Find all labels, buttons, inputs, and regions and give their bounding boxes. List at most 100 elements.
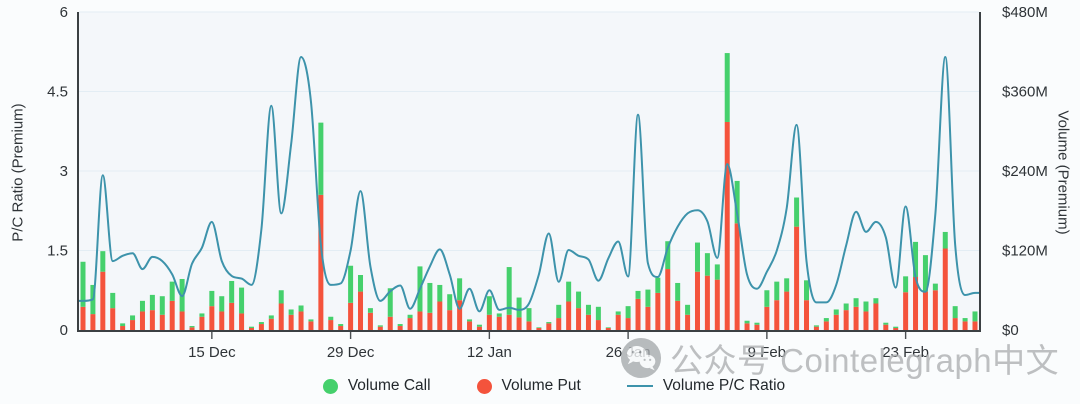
bar-volume-call[interactable] xyxy=(615,311,621,315)
bar-volume-put[interactable] xyxy=(913,277,919,330)
bar-volume-put[interactable] xyxy=(833,314,839,330)
bar-volume-put[interactable] xyxy=(774,300,780,330)
bar-volume-call[interactable] xyxy=(348,265,354,303)
bar-volume-put[interactable] xyxy=(328,320,334,330)
bar-volume-put[interactable] xyxy=(139,311,145,330)
bar-volume-put[interactable] xyxy=(694,271,700,330)
bar-volume-put[interactable] xyxy=(962,321,968,330)
bar-volume-call[interactable] xyxy=(407,314,413,319)
bar-volume-call[interactable] xyxy=(367,308,373,313)
bar-volume-put[interactable] xyxy=(367,312,373,330)
bar-volume-call[interactable] xyxy=(774,281,780,301)
bar-volume-call[interactable] xyxy=(447,294,453,311)
bar-volume-call[interactable] xyxy=(556,304,562,319)
bar-volume-call[interactable] xyxy=(823,318,829,322)
bar-volume-put[interactable] xyxy=(665,269,671,330)
bar-volume-call[interactable] xyxy=(318,122,324,195)
bar-volume-call[interactable] xyxy=(457,278,463,301)
bar-volume-put[interactable] xyxy=(486,314,492,330)
bar-volume-put[interactable] xyxy=(566,301,572,330)
bar-volume-put[interactable] xyxy=(625,318,631,330)
bar-volume-call[interactable] xyxy=(268,315,274,319)
bar-volume-call[interactable] xyxy=(605,327,611,329)
bar-volume-call[interactable] xyxy=(754,322,760,325)
bar-volume-call[interactable] xyxy=(298,305,304,312)
bar-volume-call[interactable] xyxy=(546,322,552,324)
bar-volume-put[interactable] xyxy=(843,310,849,330)
bar-volume-call[interactable] xyxy=(258,322,264,325)
bar-volume-put[interactable] xyxy=(209,306,215,330)
bar-volume-call[interactable] xyxy=(169,281,175,301)
bar-volume-put[interactable] xyxy=(576,308,582,330)
bar-volume-call[interactable] xyxy=(883,322,889,325)
bar-volume-put[interactable] xyxy=(318,194,324,330)
bar-volume-call[interactable] xyxy=(437,284,443,302)
bar-volume-call[interactable] xyxy=(387,288,393,317)
bar-volume-call[interactable] xyxy=(120,323,126,327)
bar-volume-put[interactable] xyxy=(457,300,463,330)
bar-volume-call[interactable] xyxy=(486,296,492,315)
bar-volume-call[interactable] xyxy=(813,325,819,327)
bar-volume-call[interactable] xyxy=(526,308,532,322)
bar-volume-call[interactable] xyxy=(942,231,948,249)
bar-volume-put[interactable] xyxy=(804,300,810,330)
bar-volume-call[interactable] xyxy=(358,275,364,292)
bar-volume-put[interactable] xyxy=(536,328,542,330)
bar-volume-put[interactable] xyxy=(922,291,928,330)
bar-volume-call[interactable] xyxy=(913,241,919,277)
bar-volume-call[interactable] xyxy=(427,282,433,313)
bar-volume-put[interactable] xyxy=(288,314,294,330)
legend-item-volume-call[interactable]: Volume Call xyxy=(322,377,431,395)
bar-volume-put[interactable] xyxy=(942,248,948,330)
bar-volume-call[interactable] xyxy=(239,287,245,314)
bar-volume-put[interactable] xyxy=(110,308,116,330)
bar-volume-call[interactable] xyxy=(645,289,651,307)
bar-volume-put[interactable] xyxy=(704,275,710,330)
bar-volume-put[interactable] xyxy=(853,306,859,330)
bar-volume-call[interactable] xyxy=(496,313,502,317)
bar-volume-call[interactable] xyxy=(159,296,165,315)
pc-ratio-line[interactable] xyxy=(78,56,980,313)
bar-volume-put[interactable] xyxy=(159,314,165,330)
bar-volume-call[interactable] xyxy=(566,281,572,302)
bar-volume-call[interactable] xyxy=(714,264,720,280)
bar-volume-put[interactable] xyxy=(397,326,403,330)
bar-volume-put[interactable] xyxy=(467,321,473,330)
bar-volume-put[interactable] xyxy=(298,311,304,330)
bar-volume-call[interactable] xyxy=(724,53,730,122)
bar-volume-put[interactable] xyxy=(476,326,482,330)
bar-volume-call[interactable] xyxy=(377,325,383,327)
bar-volume-put[interactable] xyxy=(248,328,254,330)
bar-volume-call[interactable] xyxy=(734,180,740,224)
bar-volume-put[interactable] xyxy=(120,326,126,330)
bar-volume-call[interactable] xyxy=(308,319,314,322)
bar-volume-call[interactable] xyxy=(80,261,86,307)
bar-volume-put[interactable] xyxy=(813,326,819,330)
bar-volume-call[interactable] xyxy=(932,283,938,291)
bar-volume-put[interactable] xyxy=(219,311,225,330)
bar-volume-put[interactable] xyxy=(655,292,661,330)
bar-volume-put[interactable] xyxy=(268,318,274,330)
bar-volume-call[interactable] xyxy=(625,306,631,319)
bar-volume-put[interactable] xyxy=(437,301,443,330)
bar-volume-put[interactable] xyxy=(744,323,750,330)
bar-volume-call[interactable] xyxy=(873,298,879,304)
bar-volume-call[interactable] xyxy=(100,251,106,272)
bar-volume-put[interactable] xyxy=(308,321,314,330)
bar-volume-call[interactable] xyxy=(804,280,810,301)
bar-volume-call[interactable] xyxy=(833,309,839,315)
bar-volume-call[interactable] xyxy=(863,301,869,312)
bar-volume-put[interactable] xyxy=(645,306,651,330)
bar-volume-call[interactable] xyxy=(972,311,978,322)
bar-volume-call[interactable] xyxy=(516,297,522,318)
bar-volume-call[interactable] xyxy=(248,326,254,329)
bar-volume-call[interactable] xyxy=(675,282,681,301)
bar-volume-put[interactable] xyxy=(387,316,393,330)
bar-volume-put[interactable] xyxy=(258,324,264,330)
bar-volume-put[interactable] xyxy=(179,311,185,330)
bar-volume-put[interactable] xyxy=(873,303,879,331)
bar-volume-put[interactable] xyxy=(952,318,958,330)
legend-item-volume-pc-ratio[interactable]: Volume P/C Ratio xyxy=(626,377,785,395)
bar-volume-put[interactable] xyxy=(348,302,354,330)
bar-volume-call[interactable] xyxy=(853,298,859,307)
